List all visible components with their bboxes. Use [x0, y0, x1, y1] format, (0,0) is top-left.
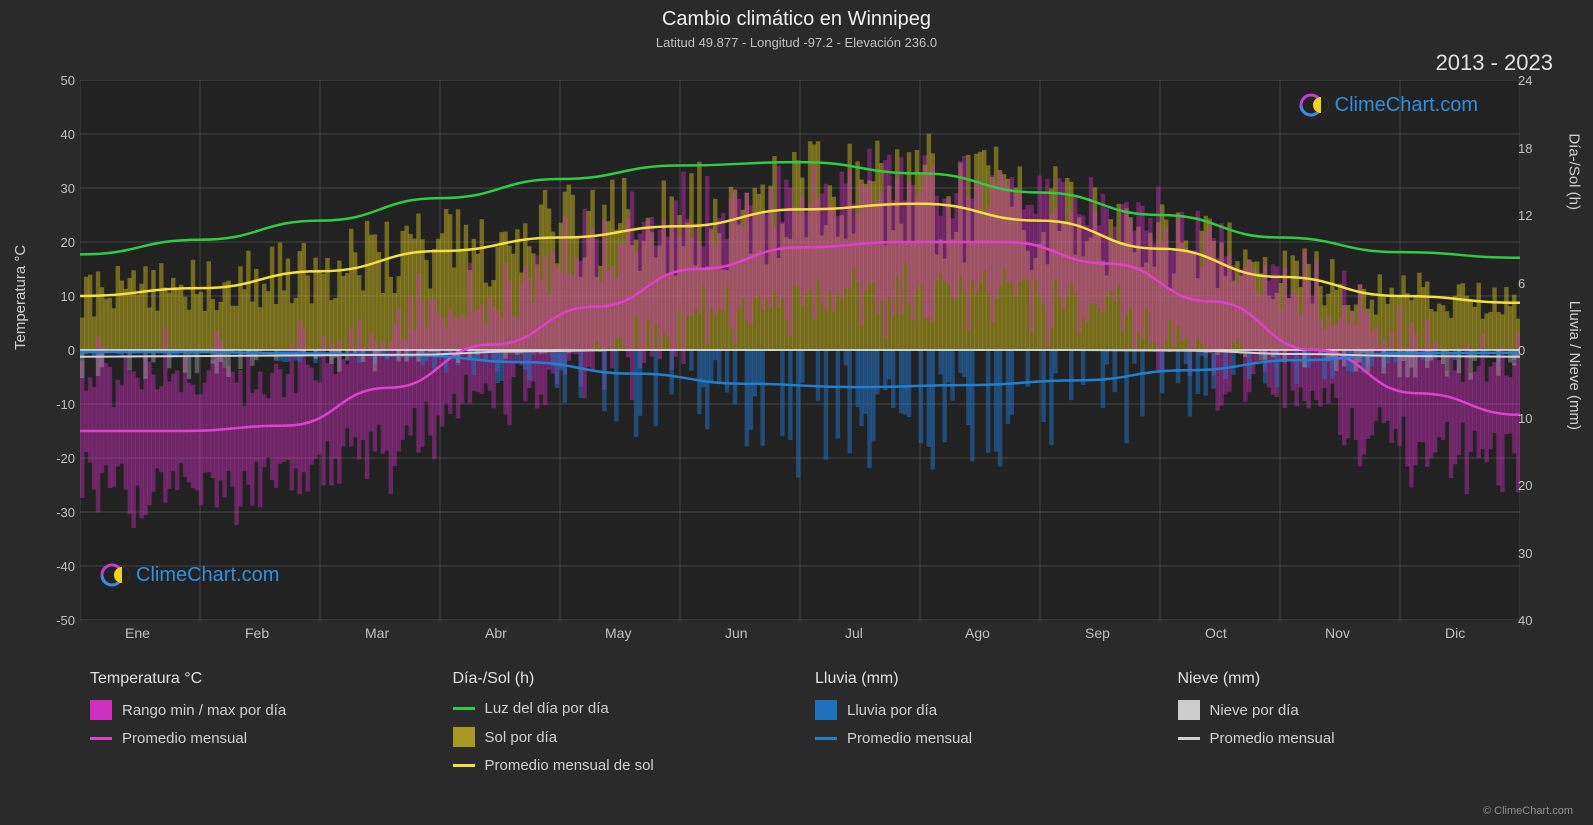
tick-hours: 6 — [1518, 276, 1543, 291]
legend-label: Promedio mensual — [1210, 730, 1335, 747]
tick-temp: -50 — [50, 613, 75, 628]
climate-chart: Cambio climático en Winnipeg Latitud 49.… — [0, 0, 1593, 825]
tick-temp: -10 — [50, 397, 75, 412]
tick-temp: 0 — [50, 343, 75, 358]
tick-temp: -20 — [50, 451, 75, 466]
legend-swatch — [90, 737, 112, 740]
plot-svg — [80, 80, 1520, 620]
legend-swatch — [453, 727, 475, 747]
legend: Temperatura °C Rango min / max por día Pro… — [90, 670, 1530, 774]
tick-month: Ago — [965, 625, 990, 641]
legend-title: Día-/Sol (h) — [453, 670, 806, 688]
tick-hours: 0 — [1518, 343, 1543, 358]
tick-month: Jul — [845, 625, 863, 641]
legend-swatch — [90, 700, 112, 720]
tick-month: Dic — [1445, 625, 1465, 641]
legend-label: Promedio mensual de sol — [485, 757, 654, 774]
legend-swatch — [453, 764, 475, 767]
y-axis-left-label: Temperatura °C — [12, 245, 29, 350]
legend-label: Lluvia por día — [847, 702, 937, 719]
tick-temp: 40 — [50, 127, 75, 142]
legend-title: Lluvia (mm) — [815, 670, 1168, 688]
legend-swatch — [1178, 700, 1200, 720]
tick-temp: -30 — [50, 505, 75, 520]
y-axis-right-bottom-label: Lluvia / Nieve (mm) — [1566, 301, 1583, 430]
legend-column: Nieve (mm) Nieve por día Promedio mensual — [1178, 670, 1531, 774]
legend-item: Nieve por día — [1178, 700, 1531, 720]
copyright-text: © ClimeChart.com — [1483, 805, 1573, 817]
logo-icon — [1299, 90, 1329, 120]
tick-month: Nov — [1325, 625, 1350, 641]
plot-area — [80, 80, 1520, 620]
tick-month: Sep — [1085, 625, 1110, 641]
logo-bottom: ClimeChart.com — [100, 560, 279, 590]
legend-label: Rango min / max por día — [122, 702, 286, 719]
tick-temp: -40 — [50, 559, 75, 574]
tick-mm: 20 — [1518, 478, 1543, 493]
legend-item: Luz del día por día — [453, 700, 806, 717]
y-axis-right-top-label: Día-/Sol (h) — [1566, 133, 1583, 210]
tick-month: May — [605, 625, 631, 641]
legend-label: Sol por día — [485, 729, 558, 746]
legend-column: Temperatura °C Rango min / max por día Pro… — [90, 670, 443, 774]
tick-temp: 50 — [50, 73, 75, 88]
tick-month: Abr — [485, 625, 507, 641]
tick-month: Feb — [245, 625, 269, 641]
tick-month: Mar — [365, 625, 389, 641]
legend-column: Día-/Sol (h) Luz del día por día Sol por d… — [453, 670, 806, 774]
logo-text: ClimeChart.com — [1335, 94, 1478, 117]
legend-swatch — [1178, 737, 1200, 740]
legend-title: Nieve (mm) — [1178, 670, 1531, 688]
legend-item: Promedio mensual — [90, 730, 443, 747]
logo-top: ClimeChart.com — [1299, 90, 1478, 120]
tick-month: Oct — [1205, 625, 1227, 641]
legend-label: Luz del día por día — [485, 700, 609, 717]
tick-mm: 30 — [1518, 546, 1543, 561]
legend-item: Promedio mensual de sol — [453, 757, 806, 774]
tick-month: Ene — [125, 625, 150, 641]
chart-title: Cambio climático en Winnipeg — [0, 0, 1593, 31]
legend-swatch — [815, 700, 837, 720]
tick-temp: 20 — [50, 235, 75, 250]
legend-column: Lluvia (mm) Lluvia por día Promedio mensua… — [815, 670, 1168, 774]
legend-label: Promedio mensual — [847, 730, 972, 747]
legend-label: Promedio mensual — [122, 730, 247, 747]
tick-temp: 30 — [50, 181, 75, 196]
tick-mm: 10 — [1518, 411, 1543, 426]
tick-hours: 18 — [1518, 141, 1543, 156]
legend-item: Promedio mensual — [1178, 730, 1531, 747]
tick-temp: 10 — [50, 289, 75, 304]
tick-month: Jun — [725, 625, 748, 641]
tick-hours: 24 — [1518, 73, 1543, 88]
legend-item: Sol por día — [453, 727, 806, 747]
chart-subtitle: Latitud 49.877 - Longitud -97.2 - Elevac… — [0, 31, 1593, 50]
legend-label: Nieve por día — [1210, 702, 1299, 719]
tick-hours: 12 — [1518, 208, 1543, 223]
legend-swatch — [815, 737, 837, 740]
logo-icon — [100, 560, 130, 590]
legend-item: Lluvia por día — [815, 700, 1168, 720]
legend-item: Rango min / max por día — [90, 700, 443, 720]
legend-swatch — [453, 707, 475, 710]
logo-text: ClimeChart.com — [136, 564, 279, 587]
legend-title: Temperatura °C — [90, 670, 443, 688]
legend-item: Promedio mensual — [815, 730, 1168, 747]
tick-mm: 40 — [1518, 613, 1543, 628]
